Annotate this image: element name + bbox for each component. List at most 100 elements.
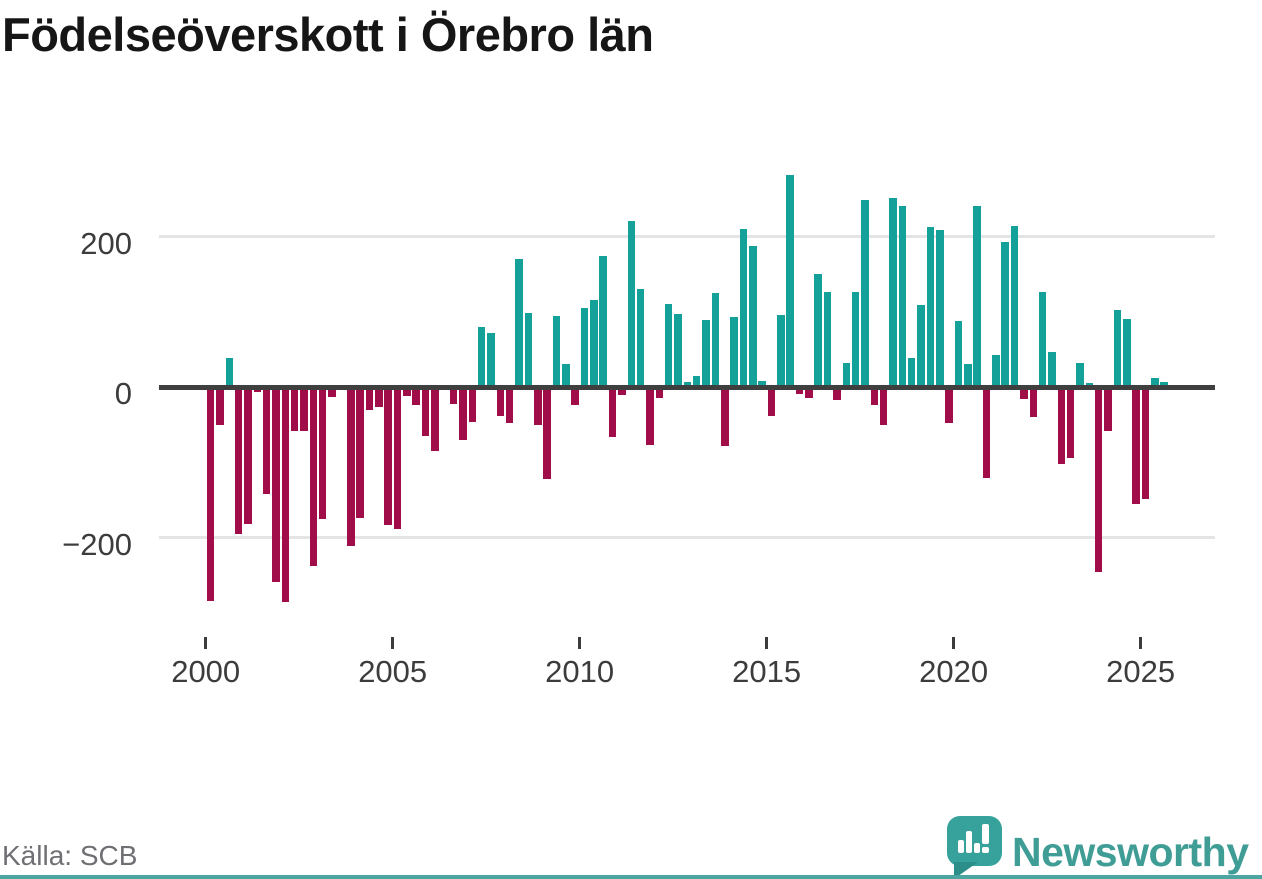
footer-accent-bar (0, 875, 1262, 879)
gridline (159, 235, 1215, 238)
newsworthy-logo: Newsworthy (947, 816, 1262, 879)
bar-positive (664, 304, 673, 387)
bar-negative (618, 387, 626, 396)
newsworthy-logo-icon (947, 816, 1003, 879)
bar-positive (739, 228, 748, 387)
bar-positive (973, 206, 981, 387)
bar-positive (1076, 362, 1084, 387)
bar-negative (290, 387, 299, 432)
logo-exclamation-dot (982, 847, 989, 853)
bar-positive (936, 229, 944, 387)
bar-negative (365, 387, 374, 410)
bar-negative (459, 387, 467, 440)
bar-negative (655, 387, 664, 398)
bar-negative (646, 387, 654, 445)
bar-positive (1048, 352, 1056, 387)
bar-negative (1066, 387, 1075, 458)
bar-negative (833, 387, 841, 400)
bar-positive (851, 292, 860, 387)
bar-positive (786, 174, 794, 387)
bar-positive (898, 206, 907, 387)
logo-bar-icon (974, 843, 980, 853)
x-axis-tick (1139, 637, 1143, 649)
bar-positive (954, 320, 963, 387)
y-axis-tick-label: 200 (80, 225, 132, 261)
x-axis-tick (765, 637, 769, 649)
bar-positive (917, 304, 925, 387)
bar-negative (300, 387, 308, 431)
bar-positive (552, 316, 561, 387)
bar-negative (1132, 387, 1140, 505)
logo-exclamation-icon (982, 824, 989, 844)
bar-positive (599, 256, 607, 387)
bar-negative (412, 387, 420, 406)
bar-negative (721, 387, 729, 446)
bar-negative (496, 387, 505, 417)
bar-positive (749, 246, 757, 387)
bar-positive (487, 332, 495, 387)
logo-bar-icon (966, 831, 972, 853)
bar-negative (795, 387, 804, 394)
bar-negative (328, 387, 336, 397)
x-axis-tick (578, 637, 582, 649)
bar-positive (524, 312, 533, 387)
bar-positive (992, 354, 1000, 387)
bar-negative (421, 387, 430, 436)
bar-negative (1141, 387, 1150, 500)
bar-positive (758, 380, 766, 387)
bar-positive (515, 259, 523, 387)
x-axis-tick (204, 637, 208, 649)
bar-negative (468, 387, 477, 422)
bar-positive (1038, 292, 1047, 387)
newsworthy-wordmark: Newsworthy (1012, 829, 1249, 875)
bar-positive (964, 363, 972, 387)
bar-positive (1123, 318, 1131, 387)
bar-positive (1001, 241, 1009, 387)
chart-title: Födelseöverskott i Örebro län (2, 8, 654, 61)
bar-negative (1104, 387, 1112, 431)
bar-negative (253, 387, 262, 393)
logo-bar-icon (958, 840, 964, 853)
x-axis-tick-label: 2025 (1106, 654, 1176, 689)
bar-positive (674, 314, 682, 387)
x-axis-tick (391, 637, 395, 649)
bar-positive (861, 200, 869, 387)
bar-negative (534, 387, 542, 425)
bar-negative (262, 387, 271, 494)
bar-positive (225, 357, 233, 387)
bar-negative (272, 387, 280, 582)
y-axis-tick-label: −200 (62, 526, 132, 562)
gridline (159, 536, 1215, 539)
zero-axis-line (159, 384, 1215, 390)
bar-negative (431, 387, 439, 451)
bar-negative (879, 387, 888, 425)
bar-positive (889, 198, 897, 387)
x-axis-tick-label: 2020 (919, 654, 989, 689)
bar-positive (926, 226, 935, 387)
bar-negative (608, 387, 617, 437)
bar-negative (234, 387, 243, 535)
bar-positive (692, 376, 701, 387)
bar-positive (580, 307, 589, 387)
x-axis-tick-label: 2005 (358, 654, 428, 689)
bar-negative (244, 387, 252, 524)
x-axis-tick-label: 2000 (171, 654, 241, 689)
bar-negative (805, 387, 813, 398)
bar-negative (945, 387, 953, 424)
bar-positive (627, 220, 635, 387)
bar-negative (1094, 387, 1103, 573)
bar-positive (842, 362, 851, 387)
bar-negative (870, 387, 879, 406)
bar-positive (730, 317, 738, 387)
bar-positive (823, 292, 832, 387)
x-axis-tick (952, 637, 956, 649)
speech-bubble-shape (947, 816, 1002, 866)
bar-negative (1020, 387, 1028, 400)
bar-positive (907, 357, 916, 387)
bar-positive (636, 289, 645, 387)
bar-negative (281, 387, 290, 603)
speech-bubble-tail (954, 862, 978, 879)
bar-positive (777, 314, 785, 387)
